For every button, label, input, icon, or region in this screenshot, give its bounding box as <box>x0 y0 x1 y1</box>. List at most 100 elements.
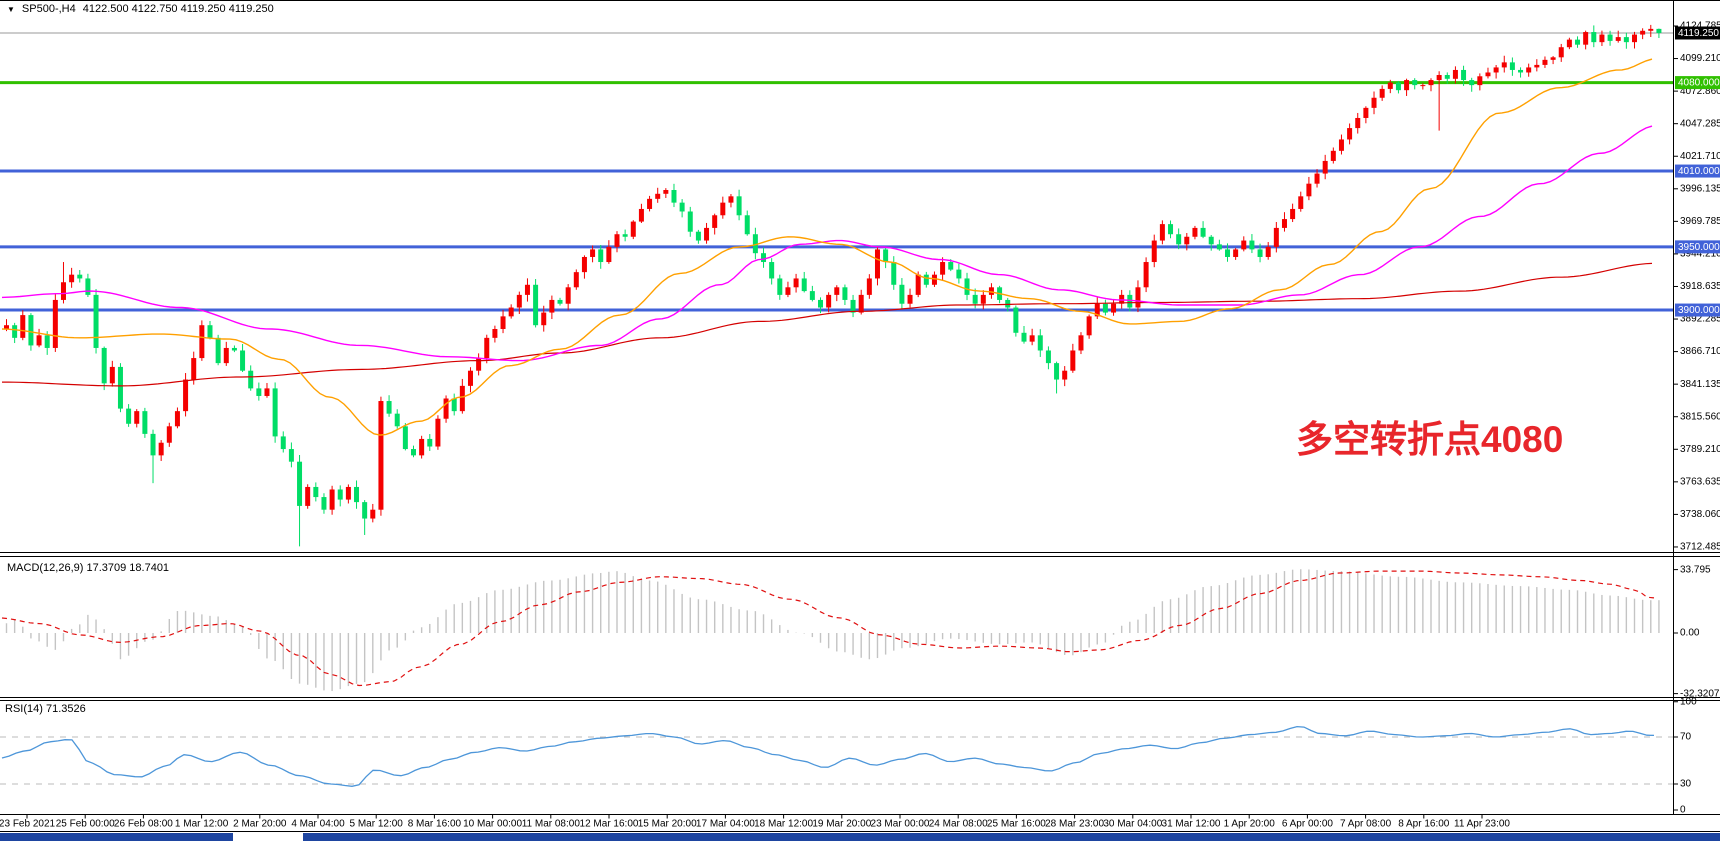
symbol-period-label: SP500-,H4 <box>21 3 76 15</box>
candle-body <box>386 401 392 414</box>
candle-body <box>411 449 416 456</box>
candle-body <box>492 329 498 338</box>
candle-body <box>337 489 343 500</box>
candle-body <box>1526 67 1532 73</box>
candle-body <box>12 325 18 338</box>
candle-body <box>590 249 596 257</box>
candle-body <box>1542 59 1548 65</box>
date-label: 30 Mar 04:00 <box>1103 819 1162 830</box>
ma-fast-orange-line <box>1 58 1653 436</box>
candle-body <box>980 294 986 304</box>
candle-body <box>459 385 465 412</box>
date-label: 24 Mar 08:00 <box>929 819 988 830</box>
candle-body <box>1192 227 1198 237</box>
rsi-tick-label: 0 <box>1680 805 1686 816</box>
candle-body <box>533 284 539 326</box>
date-label: 19 Mar 20:00 <box>812 819 871 830</box>
candle-body <box>52 299 58 348</box>
candle-body <box>1127 294 1133 308</box>
level-badge-3950.000-bg <box>1675 240 1720 254</box>
candle-body <box>850 299 856 313</box>
candle-body <box>1111 303 1117 313</box>
candle-body <box>1371 97 1377 108</box>
scrollbar-thumb[interactable] <box>233 833 303 841</box>
candle-body <box>1322 160 1328 174</box>
candle-body <box>1477 76 1483 86</box>
ma-slow-red-line <box>2 262 1653 387</box>
candle-body <box>858 294 864 313</box>
candle-body <box>60 282 66 300</box>
candle-body <box>1575 39 1581 45</box>
candle-body <box>622 234 628 237</box>
candle-body <box>1241 240 1247 250</box>
level-badge-4080.000-bg <box>1675 76 1720 90</box>
candle-body <box>264 388 270 396</box>
candle-body <box>940 262 946 275</box>
date-label: 23 Mar 00:00 <box>871 819 930 830</box>
candle-body <box>36 335 42 346</box>
candle-body <box>1013 307 1019 333</box>
candle-body <box>1078 335 1084 351</box>
candle-body <box>1070 350 1076 371</box>
candle-body <box>1143 262 1149 288</box>
candle-body <box>671 190 677 203</box>
candle-body <box>329 489 335 510</box>
date-label: 10 Mar 00:00 <box>463 819 522 830</box>
rsi-tick-label: 70 <box>1680 732 1692 743</box>
symbol-dropdown-icon[interactable]: ▼ <box>7 4 15 14</box>
macd-indicator-label: MACD(12,26,9) 17.3709 18.7401 <box>7 562 170 574</box>
candle-body <box>85 278 91 295</box>
candle-body <box>191 358 197 380</box>
candle-body <box>1208 236 1214 245</box>
candle-body <box>1518 69 1524 73</box>
candle-body <box>1509 62 1515 70</box>
candle-body <box>964 278 970 295</box>
candle-body <box>549 299 555 313</box>
candle-body <box>1395 82 1401 91</box>
candle-body <box>1461 69 1467 81</box>
candle-body <box>728 196 734 203</box>
candle-body <box>1021 332 1027 342</box>
candle-body <box>785 287 791 295</box>
candle-body <box>948 262 954 270</box>
candle-body <box>1159 224 1165 241</box>
candle-body <box>1037 335 1043 351</box>
candle-body <box>524 284 530 295</box>
candle-body <box>1428 80 1434 86</box>
candle-body <box>394 413 400 427</box>
ma-mid-magenta-line <box>1 125 1653 362</box>
date-label: 7 Apr 08:00 <box>1340 819 1392 830</box>
candle-body <box>826 294 832 308</box>
rsi-tick-label: 100 <box>1680 696 1697 707</box>
candle-body <box>1330 150 1336 161</box>
candle-body <box>1184 236 1190 245</box>
candle-body <box>647 198 653 209</box>
horizontal-scrollbar[interactable] <box>0 833 1720 841</box>
candle-body <box>818 299 823 308</box>
candle-body <box>1233 249 1239 257</box>
candle-body <box>752 234 758 254</box>
candle-body <box>638 208 644 222</box>
candle-body <box>508 307 514 317</box>
level-badge-4080.000: 4080.000 <box>1678 78 1720 89</box>
date-label: 5 Mar 12:00 <box>350 819 404 830</box>
candle-body <box>1338 139 1344 151</box>
date-label: 1 Mar 12:00 <box>175 819 229 830</box>
price-tick-label: 3841.135 <box>1680 379 1720 390</box>
candle-body <box>321 497 327 510</box>
candle-body <box>1648 28 1654 31</box>
candle-body <box>883 249 889 263</box>
candle-body <box>231 347 237 351</box>
candle-body <box>891 262 897 285</box>
candle-body <box>1029 335 1035 342</box>
candle-body <box>1249 240 1255 250</box>
candle-body <box>801 278 807 292</box>
price-tick-label: 3738.060 <box>1680 509 1720 520</box>
candle-body <box>1485 72 1491 77</box>
candle-body <box>28 315 34 346</box>
price-tick-label: 4072.860 <box>1680 86 1720 97</box>
candle-body <box>899 284 905 304</box>
candle-body <box>1306 183 1312 197</box>
annotation-text: 多空转折点4080 <box>1296 419 1564 460</box>
